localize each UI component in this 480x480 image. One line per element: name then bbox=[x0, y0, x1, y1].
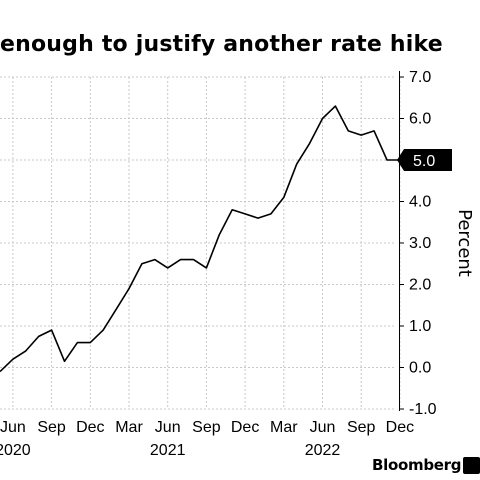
series-line bbox=[0, 105, 400, 373]
y-tick-label: 3.0 bbox=[409, 235, 431, 252]
x-tick-label: Dec bbox=[231, 419, 259, 436]
last-value-badge bbox=[397, 149, 452, 171]
x-tick-label: Dec bbox=[386, 419, 414, 436]
x-tick-label: Sep bbox=[192, 419, 221, 436]
y-tick-label: -1.0 bbox=[409, 401, 437, 418]
series: 5.0 bbox=[0, 105, 452, 373]
bloomberg-logo: Bloomberg bbox=[372, 456, 462, 474]
y-tick-label: 4.0 bbox=[409, 194, 431, 211]
x-year-label: 2020 bbox=[0, 442, 31, 459]
x-year-label: 2021 bbox=[150, 442, 186, 459]
x-tick-label: Sep bbox=[347, 419, 376, 436]
x-tick-label: Mar bbox=[270, 419, 298, 436]
bloomberg-terminal-icon bbox=[463, 457, 480, 474]
y-tick-label: 1.0 bbox=[409, 318, 431, 335]
x-axis: Jun 2020 Sep Dec Mar Jun 2021 Sep Dec Mar Jun 2022 S… bbox=[0, 419, 414, 459]
chart-title: enough to justify another rate hike bbox=[0, 32, 443, 57]
y-tick-label: 0.0 bbox=[409, 360, 431, 377]
x-tick-label: Jun bbox=[0, 419, 26, 436]
x-year-label: 2022 bbox=[305, 442, 341, 459]
y-axis: -1.0 0.0 1.0 2.0 3.0 4.0 5.0 6.0 7.0 bbox=[399, 69, 437, 418]
x-tick-label: Dec bbox=[76, 419, 104, 436]
y-tick-label: 6.0 bbox=[409, 111, 431, 128]
x-tick-label: Jun bbox=[155, 419, 181, 436]
last-value-label: 5.0 bbox=[413, 153, 435, 170]
x-tick-label: Sep bbox=[37, 419, 66, 436]
y-tick-label: 2.0 bbox=[409, 277, 431, 294]
x-tick-label: Mar bbox=[115, 419, 143, 436]
y-tick-label: 7.0 bbox=[409, 69, 431, 86]
x-tick-label: Jun bbox=[310, 419, 336, 436]
grid bbox=[0, 76, 401, 410]
y-axis-label: Percent bbox=[454, 209, 475, 277]
